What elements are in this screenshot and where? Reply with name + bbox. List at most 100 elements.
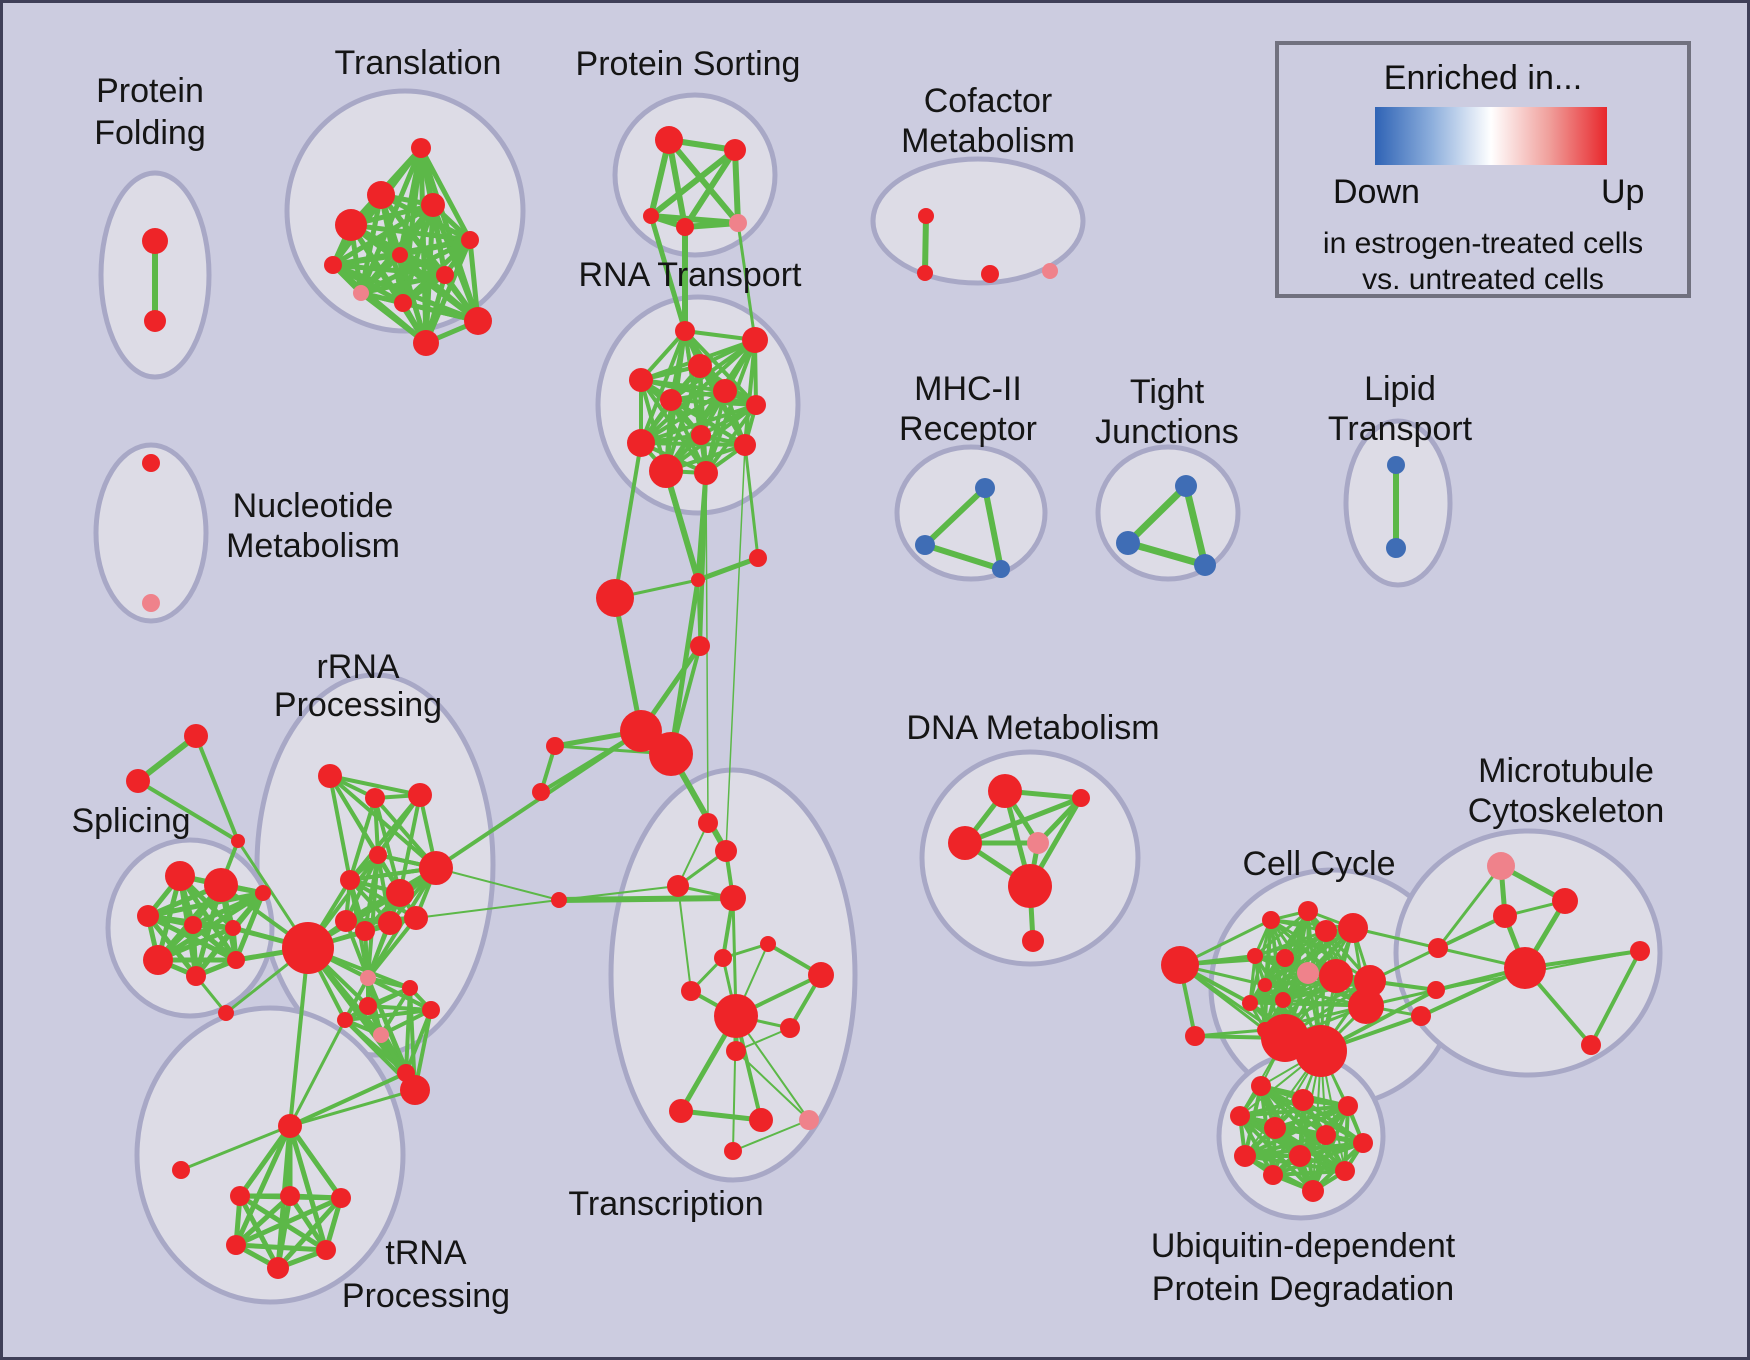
graph-node-ti — [172, 1161, 190, 1179]
graph-node-rr4 — [369, 846, 387, 864]
graph-edge — [233, 1195, 344, 1248]
graph-edge — [698, 471, 708, 648]
graph-edge — [725, 444, 746, 852]
graph-node-hp — [691, 573, 705, 587]
graph-node-t4 — [720, 885, 746, 911]
graph-node-tr11 — [413, 330, 439, 356]
graph-node-rt10 — [734, 434, 756, 456]
graph-node-rt11 — [649, 454, 683, 488]
graph-edge — [663, 468, 701, 583]
graph-node-t2 — [715, 840, 737, 862]
graph-node-rr19 — [400, 1075, 430, 1105]
graph-node-rt8 — [691, 425, 711, 445]
graph-node-tj3 — [1194, 554, 1216, 576]
graph-edge — [135, 733, 199, 784]
graph-node-rr5 — [340, 870, 360, 890]
graph-edge — [648, 147, 738, 219]
graph-node-tj1 — [1175, 475, 1197, 497]
graph-edge — [136, 779, 240, 843]
graph-node-rt3 — [629, 368, 653, 392]
graph-edge — [1124, 482, 1190, 547]
graph-node-tr5 — [392, 247, 408, 263]
graph-node-h1 — [596, 579, 634, 617]
graph-node-hq — [749, 549, 767, 567]
graph-node-sp5 — [225, 920, 241, 936]
graph-node-ps5 — [729, 214, 747, 232]
graph-node-cc8 — [1319, 959, 1353, 993]
graph-node-t6 — [760, 936, 776, 952]
graph-node-st2 — [126, 769, 150, 793]
graph-edge — [328, 774, 352, 882]
graph-node-c3 — [1411, 1006, 1431, 1026]
graph-node-ub12 — [1302, 1180, 1324, 1202]
graph-node-s1 — [546, 737, 564, 755]
graph-node-rr16 — [422, 1001, 440, 1019]
graph-node-cc4 — [1338, 913, 1368, 943]
cluster-ellipse-nucleotide-metabolism — [93, 442, 209, 624]
graph-node-rr10 — [378, 911, 402, 935]
graph-edge — [404, 1008, 433, 1075]
graph-node-t13 — [749, 1108, 773, 1132]
graph-edge — [398, 793, 422, 895]
graph-node-h2 — [690, 636, 710, 656]
graph-edge — [435, 867, 560, 901]
graph-node-sp2 — [204, 868, 238, 902]
legend-down-label: Down — [1333, 173, 1420, 211]
graph-node-cc5 — [1247, 948, 1263, 964]
graph-edge — [669, 398, 758, 407]
graph-edge — [962, 795, 1084, 846]
graph-node-cc2 — [1298, 901, 1318, 921]
graph-edge — [287, 1123, 329, 1253]
graph-node-t7 — [681, 981, 701, 1001]
graph-edge — [288, 1018, 347, 1128]
graph-edge — [556, 895, 736, 903]
graph-edge — [736, 221, 757, 342]
graph-node-tr8 — [353, 285, 369, 301]
graph-edge — [922, 485, 988, 548]
graph-node-tr4 — [421, 193, 445, 217]
graph-node-t5 — [714, 949, 732, 967]
graph-edge — [612, 595, 644, 734]
cluster-label-cofactor-metabolism: Cofactor Metabolism — [901, 82, 1075, 160]
graph-node-b2 — [649, 732, 693, 776]
graph-node-rr14 — [359, 997, 377, 1015]
graph-node-mt6 — [1581, 1035, 1601, 1055]
graph-node-cf4 — [1042, 263, 1058, 279]
legend-gradient-bar — [1375, 107, 1607, 165]
graph-node-tw3 — [331, 1188, 351, 1208]
graph-edge — [366, 916, 418, 980]
graph-node-tr12 — [324, 256, 342, 274]
graph-edge — [613, 441, 643, 600]
graph-node-rr17 — [373, 1027, 389, 1043]
graph-edge — [922, 213, 929, 276]
graph-edge — [379, 986, 412, 1037]
cluster-label-nucleotide-metabolism: Nucleotide Metabolism — [226, 487, 400, 565]
graph-node-tr10 — [464, 307, 492, 335]
graph-node-b1 — [620, 710, 662, 752]
graph-node-rr11 — [404, 906, 428, 930]
graph-edge — [358, 252, 403, 296]
graph-edge — [639, 378, 708, 475]
graph-node-c1 — [1428, 938, 1448, 958]
cluster-label-protein-sorting: Protein Sorting — [576, 45, 801, 83]
graph-node-cc3 — [1315, 920, 1337, 942]
graph-node-mh1 — [975, 478, 995, 498]
graph-node-tw6 — [267, 1257, 289, 1279]
graph-edge — [1271, 1169, 1347, 1177]
graph-node-d2 — [948, 826, 982, 860]
graph-node-rr2 — [365, 788, 385, 808]
graph-node-m1 — [551, 892, 567, 908]
graph-node-lt1 — [1387, 456, 1405, 474]
graph-edge — [639, 403, 758, 445]
graph-node-t3 — [667, 875, 689, 897]
graph-node-rt4 — [688, 354, 712, 378]
graph-edge — [695, 555, 761, 583]
graph-edge — [1436, 914, 1507, 950]
graph-edge — [179, 1124, 292, 1172]
graph-node-tj2 — [1116, 531, 1140, 555]
graph-edge — [415, 899, 560, 919]
graph-node-pf1 — [142, 228, 168, 254]
graph-edge — [145, 890, 266, 919]
graph-node-d4 — [1008, 864, 1052, 908]
graph-edge — [287, 1193, 329, 1253]
